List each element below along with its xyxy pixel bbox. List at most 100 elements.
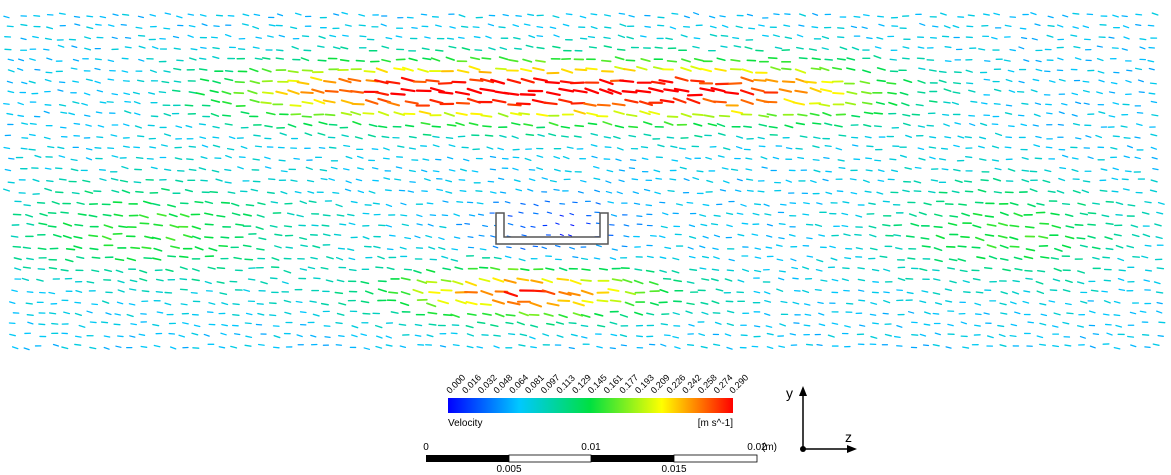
vector bbox=[819, 88, 833, 93]
vector bbox=[494, 312, 505, 318]
vector bbox=[161, 80, 170, 84]
vector bbox=[286, 212, 295, 216]
vector bbox=[432, 135, 440, 139]
vector bbox=[1102, 256, 1111, 259]
vector bbox=[1044, 169, 1052, 173]
vector bbox=[439, 345, 447, 348]
vector bbox=[963, 291, 971, 294]
vector bbox=[310, 76, 323, 82]
vector bbox=[117, 289, 125, 293]
vector bbox=[536, 25, 544, 29]
vector bbox=[14, 267, 22, 271]
vector bbox=[57, 89, 64, 92]
vector bbox=[505, 321, 514, 325]
vector bbox=[151, 257, 162, 261]
vector bbox=[179, 288, 188, 291]
vector bbox=[264, 125, 273, 128]
vector bbox=[947, 323, 954, 327]
vector bbox=[1125, 79, 1132, 83]
vector bbox=[403, 268, 413, 271]
vector bbox=[237, 166, 244, 170]
vector bbox=[993, 103, 1001, 105]
vector bbox=[152, 323, 160, 327]
vector bbox=[785, 179, 792, 183]
vector bbox=[873, 112, 884, 115]
vector bbox=[220, 236, 230, 239]
vector bbox=[597, 324, 606, 328]
vector bbox=[270, 201, 279, 204]
vector bbox=[428, 323, 437, 326]
vector bbox=[614, 124, 625, 129]
vector bbox=[300, 57, 310, 62]
vector bbox=[461, 47, 471, 51]
vector bbox=[1135, 67, 1143, 71]
vector bbox=[1035, 135, 1042, 139]
vector bbox=[351, 334, 358, 338]
vector bbox=[934, 258, 943, 263]
vector bbox=[569, 81, 585, 85]
vector bbox=[736, 178, 743, 182]
vector bbox=[375, 266, 384, 269]
vector bbox=[451, 80, 467, 84]
vector bbox=[518, 311, 529, 317]
vector bbox=[1025, 277, 1033, 280]
vector bbox=[1005, 104, 1013, 107]
vector bbox=[482, 125, 492, 128]
vector bbox=[325, 279, 334, 283]
vector bbox=[1157, 201, 1165, 205]
vector bbox=[596, 299, 609, 303]
vector bbox=[452, 280, 464, 286]
vector bbox=[134, 125, 142, 129]
vector bbox=[580, 289, 594, 296]
vector bbox=[754, 269, 762, 273]
vector bbox=[730, 58, 741, 62]
vector bbox=[249, 80, 261, 85]
vector bbox=[247, 89, 258, 95]
vector bbox=[722, 180, 730, 184]
vector bbox=[182, 322, 189, 325]
vector bbox=[944, 46, 952, 49]
vector bbox=[1023, 255, 1034, 260]
vector bbox=[812, 145, 820, 149]
vector bbox=[398, 323, 407, 326]
vector bbox=[518, 344, 526, 347]
vector bbox=[939, 158, 947, 161]
vector bbox=[135, 26, 143, 29]
vector bbox=[1052, 345, 1060, 348]
vector bbox=[999, 211, 1009, 216]
vector bbox=[1053, 312, 1061, 316]
vector bbox=[261, 91, 274, 95]
vector bbox=[622, 278, 633, 284]
vector bbox=[873, 125, 882, 128]
vector bbox=[252, 25, 260, 30]
vector bbox=[488, 47, 496, 51]
vector bbox=[432, 170, 440, 173]
vector bbox=[577, 191, 584, 194]
vector bbox=[519, 333, 528, 337]
vector bbox=[399, 246, 407, 250]
vector bbox=[1098, 111, 1106, 114]
vector bbox=[666, 115, 679, 118]
vector bbox=[1141, 255, 1149, 259]
vector bbox=[515, 15, 522, 17]
vector bbox=[124, 100, 132, 103]
vector bbox=[17, 102, 24, 106]
vector bbox=[572, 256, 579, 259]
vector bbox=[412, 288, 424, 294]
vector bbox=[1139, 310, 1147, 313]
vector bbox=[312, 245, 321, 249]
vector bbox=[82, 179, 91, 183]
vector bbox=[814, 288, 822, 292]
vector bbox=[86, 280, 95, 284]
vector bbox=[934, 213, 943, 217]
vector bbox=[390, 311, 399, 314]
vector bbox=[694, 134, 703, 138]
vector bbox=[714, 67, 727, 72]
vector bbox=[941, 168, 949, 171]
vector bbox=[1007, 69, 1015, 73]
vector bbox=[1154, 223, 1162, 227]
vector bbox=[470, 56, 481, 61]
vector bbox=[865, 169, 873, 172]
vector bbox=[810, 179, 817, 184]
vector bbox=[425, 79, 440, 83]
